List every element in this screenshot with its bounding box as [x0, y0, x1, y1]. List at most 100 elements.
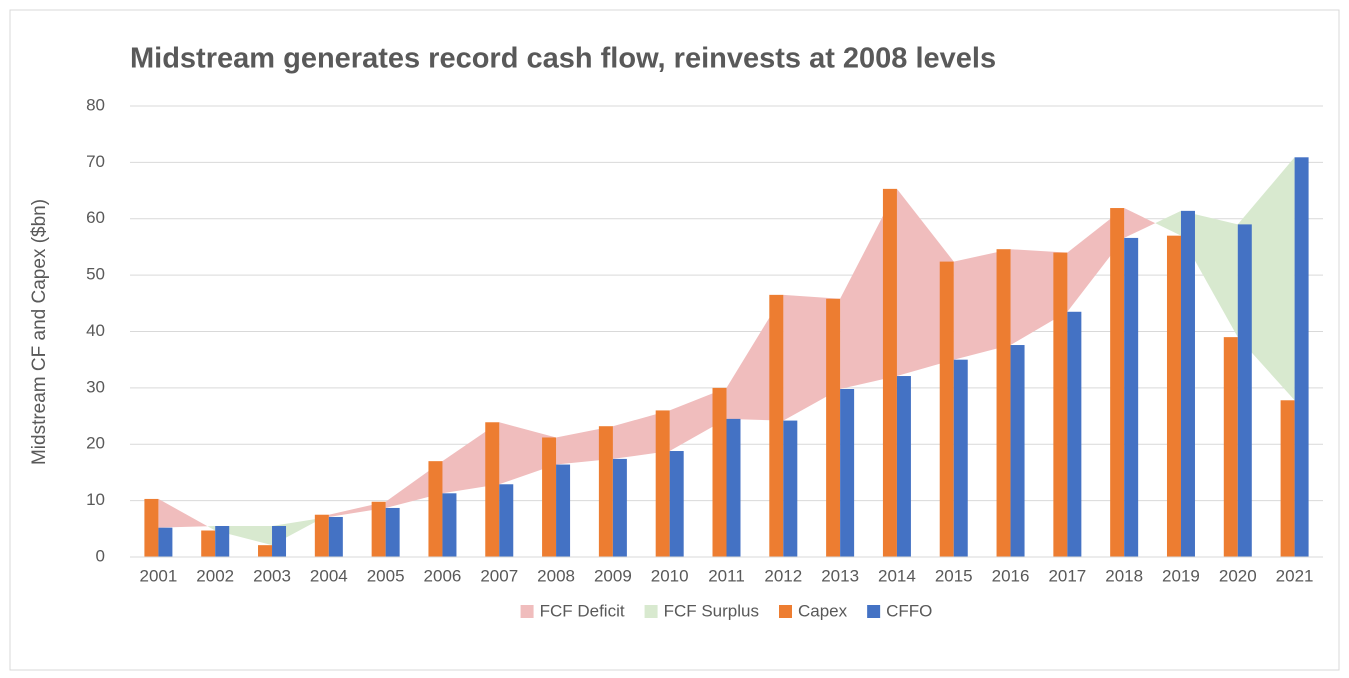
y-tick-label: 60	[86, 208, 105, 227]
legend-label: Capex	[798, 601, 848, 620]
legend-label: CFFO	[886, 601, 932, 620]
fcf-area	[612, 410, 670, 459]
fcf-area	[328, 501, 386, 517]
bar	[598, 426, 613, 557]
x-tick-label: 2003	[253, 566, 291, 585]
bar	[1280, 400, 1295, 557]
x-tick-label: 2011	[708, 566, 745, 585]
fcf-area	[556, 426, 613, 465]
x-tick-label: 2012	[764, 566, 802, 585]
x-tick-label: 2017	[1048, 566, 1086, 585]
bar	[272, 525, 287, 557]
bar	[1010, 345, 1025, 557]
areas	[158, 157, 1295, 546]
y-axis-label: Midstream CF and Capex ($bn)	[29, 199, 50, 465]
bar	[1180, 210, 1195, 558]
y-tick-label: 30	[86, 377, 105, 396]
fcf-area	[896, 188, 954, 377]
bar	[485, 422, 500, 557]
bar	[953, 359, 968, 557]
legend-swatch	[644, 605, 658, 618]
bar	[1053, 252, 1068, 557]
bar	[1237, 224, 1252, 557]
x-tick-label: 2010	[651, 566, 689, 585]
x-tick-label: 2002	[196, 566, 234, 585]
bar	[769, 294, 784, 557]
fcf-area	[1155, 210, 1181, 236]
bar	[556, 464, 571, 557]
bar	[158, 527, 173, 557]
bar	[1166, 235, 1181, 557]
x-tick-label: 2015	[935, 566, 973, 585]
bar	[882, 188, 897, 557]
bar	[1223, 337, 1238, 557]
fcf-area	[726, 294, 784, 421]
fcf-area	[1067, 208, 1125, 312]
bar	[669, 451, 684, 557]
fcf-area	[215, 525, 273, 546]
bar	[1124, 237, 1139, 558]
x-tick-label: 2001	[139, 566, 177, 585]
fcf-area	[669, 387, 727, 452]
x-tick-label: 2020	[1219, 566, 1257, 585]
legend: FCF Deficit FCF Surplus Capex CFFO	[520, 601, 932, 620]
fcf-area	[953, 249, 1011, 360]
bar	[939, 261, 954, 557]
x-tick-label: 2013	[821, 566, 859, 585]
fcf-area	[499, 422, 557, 485]
bar	[201, 530, 216, 557]
x-tick-label: 2021	[1276, 566, 1314, 585]
legend-label: FCF Surplus	[664, 601, 759, 620]
y-tick-label: 10	[86, 490, 105, 509]
y-tick-label: 70	[86, 152, 105, 171]
bar	[840, 389, 855, 557]
x-tick-label: 2008	[537, 566, 575, 585]
bar	[1294, 157, 1309, 557]
legend-swatch	[520, 605, 534, 618]
bar	[428, 461, 443, 557]
bar	[826, 298, 841, 557]
fcf-area	[840, 188, 897, 390]
fcf-area	[1124, 208, 1156, 238]
fcf-area	[1237, 157, 1295, 401]
bar	[385, 507, 400, 557]
fcf-area	[158, 498, 208, 528]
fcf-area	[1010, 249, 1068, 346]
bar	[726, 418, 741, 557]
legend-swatch	[867, 605, 881, 618]
y-tick-label: 40	[86, 321, 105, 340]
bar	[314, 514, 329, 557]
x-tick-label: 2014	[878, 566, 916, 585]
y-tick-label: 20	[86, 434, 105, 453]
bar	[1110, 208, 1125, 557]
bar	[996, 249, 1011, 557]
bar	[499, 484, 514, 557]
fcf-area	[385, 461, 443, 508]
bar	[215, 525, 230, 557]
bar	[783, 420, 798, 557]
bar	[1067, 311, 1082, 557]
bar	[328, 516, 343, 557]
bar	[542, 437, 557, 557]
x-tick-label: 2005	[367, 566, 405, 585]
fcf-area	[207, 525, 216, 531]
legend-label: FCF Deficit	[540, 601, 625, 620]
bar	[442, 493, 457, 557]
fcf-area	[783, 294, 841, 421]
bar	[144, 498, 159, 557]
y-tick-label: 80	[86, 95, 105, 114]
bar	[612, 458, 627, 557]
chart-title: Midstream generates record cash flow, re…	[130, 43, 996, 75]
bar	[371, 501, 386, 557]
x-tick-label: 2018	[1105, 566, 1143, 585]
x-tick-label: 2006	[424, 566, 462, 585]
x-tick-label: 2009	[594, 566, 632, 585]
x-tick-label: 2004	[310, 566, 348, 585]
x-tick-label: 2019	[1162, 566, 1200, 585]
y-tick-label: 0	[96, 546, 105, 565]
y-tick-label: 50	[86, 265, 105, 284]
fcf-area	[442, 422, 500, 494]
bar	[655, 410, 670, 557]
fcf-area	[1180, 210, 1238, 338]
